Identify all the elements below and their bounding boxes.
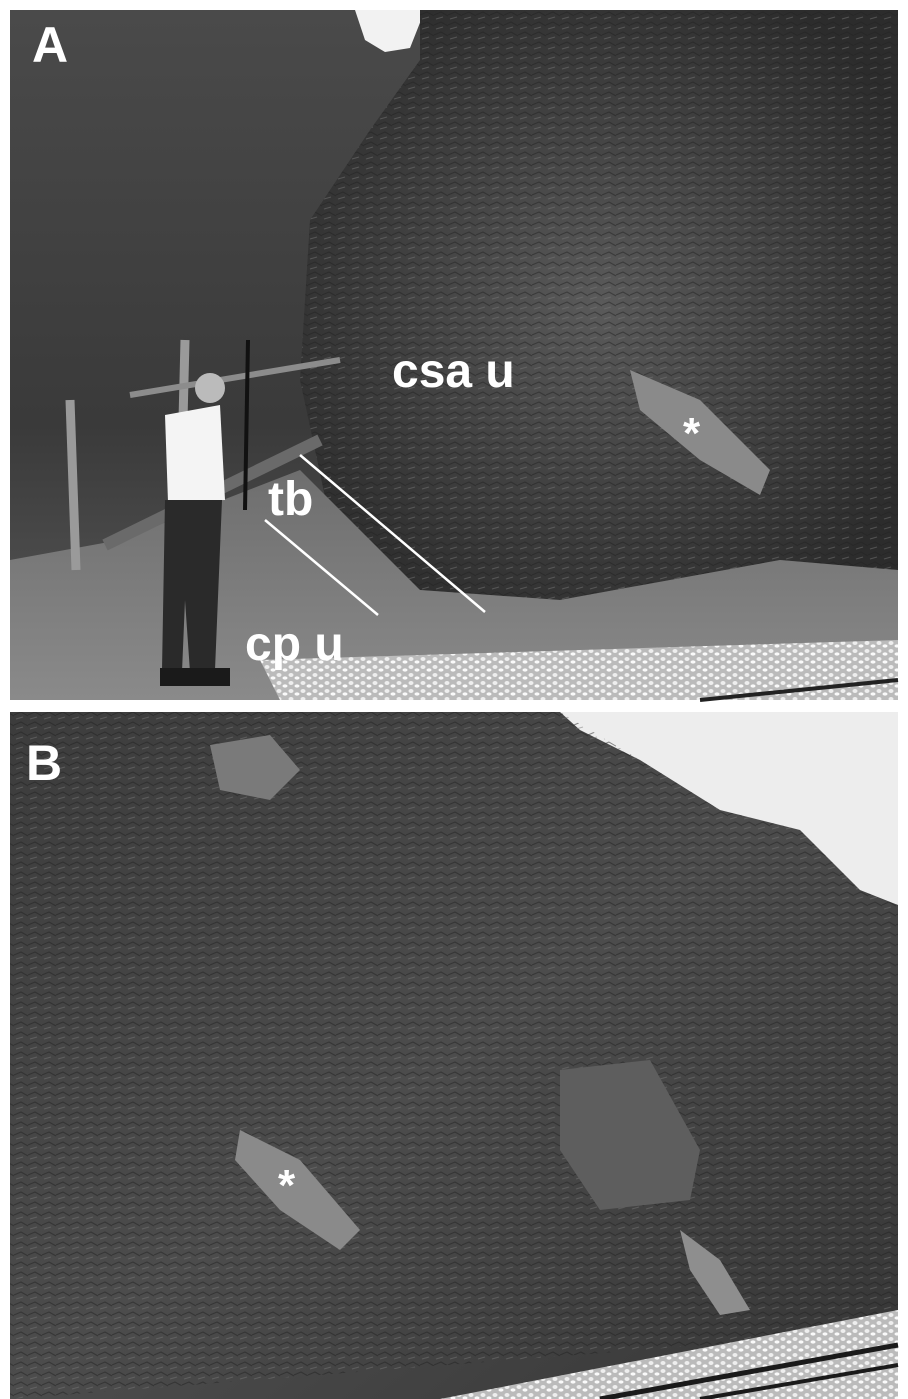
panel-label: B	[26, 735, 62, 791]
annotation: *	[278, 1161, 296, 1210]
panel-b: B *	[10, 712, 898, 1399]
annotation: cp u	[245, 618, 344, 671]
annotation: *	[683, 409, 701, 458]
annotation: tb	[268, 473, 313, 526]
panel-label: A	[32, 17, 68, 73]
panel-a: A csa u tb cp u *	[10, 10, 898, 700]
figure: A csa u tb cp u * B *	[0, 0, 908, 1399]
annotation: csa u	[392, 345, 515, 398]
